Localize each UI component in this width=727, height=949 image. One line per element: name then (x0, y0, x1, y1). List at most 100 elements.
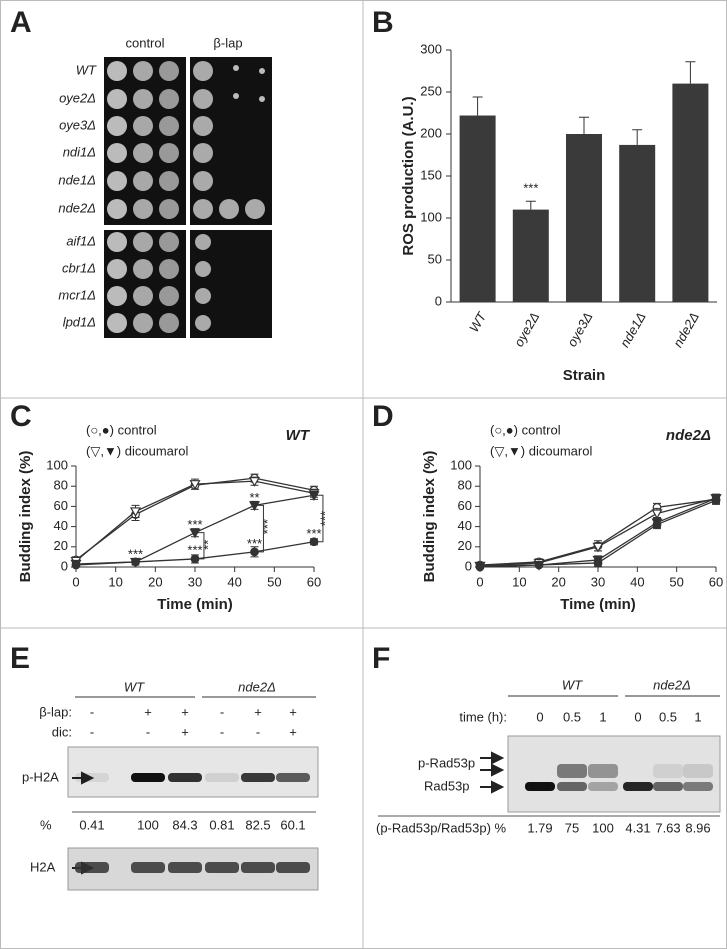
group-label: WT (124, 679, 145, 694)
quant-value: 100 (592, 820, 614, 835)
plate (190, 57, 272, 225)
point (189, 480, 201, 490)
colony-spot (133, 232, 153, 252)
x-tick-label: oye3Δ (564, 310, 595, 349)
quant-value: 82.5 (245, 817, 270, 832)
colony-spot (159, 232, 179, 252)
bar (672, 83, 709, 302)
y-tick-label: 60 (54, 498, 68, 513)
x-tick-label: 20 (148, 574, 162, 589)
x-tick-label: 30 (188, 574, 202, 589)
bar (512, 209, 549, 302)
bar (619, 144, 656, 302)
treatment-sign: + (289, 724, 297, 739)
strain-label: nde2Δ (58, 200, 96, 215)
annotation: *** (187, 517, 202, 532)
colony-spot (193, 199, 213, 219)
panel-label: A (10, 6, 32, 39)
colony-spot (107, 171, 127, 191)
colony-spot (133, 199, 153, 219)
quant-value: 1.79 (527, 820, 552, 835)
x-tick-label: 50 (669, 574, 683, 589)
x-tick-label: WT (466, 309, 490, 335)
colony-spot (159, 143, 179, 163)
quant-label: (p-Rad53p/Rad53p) % (376, 820, 507, 835)
point (71, 560, 81, 570)
annotation: ** (249, 490, 259, 505)
y-tick-label: 40 (458, 518, 472, 533)
strain-label: lpd1Δ (63, 314, 96, 329)
band-label: Rad53p (424, 778, 470, 793)
legend-entry: (○,●) control (490, 422, 561, 437)
colony-spot (219, 199, 239, 219)
point (534, 560, 544, 570)
colony-spot (159, 89, 179, 109)
blot (67, 746, 319, 798)
colony-spot (107, 89, 127, 109)
band (131, 773, 165, 782)
y-tick-label: 100 (420, 209, 442, 224)
colony-spot (159, 286, 179, 306)
band (653, 782, 683, 791)
annotation: ** (200, 540, 215, 550)
x-tick-label: 0 (72, 574, 79, 589)
treatment-sign: + (289, 704, 297, 719)
x-tick-label: 10 (512, 574, 526, 589)
x-tick-label: 30 (591, 574, 605, 589)
annotation: *** (306, 526, 321, 541)
quant-value: 60.1 (280, 817, 305, 832)
annotation: *** (523, 181, 538, 196)
band (623, 782, 653, 791)
band (205, 773, 239, 782)
band (557, 764, 587, 778)
y-tick-label: 100 (46, 457, 68, 472)
bar (566, 134, 602, 302)
band-label: H2A (30, 859, 56, 874)
column-label: control (125, 35, 164, 50)
panel-label: D (372, 400, 394, 433)
y-axis-title: Budding index (%) (17, 451, 34, 583)
colony-spot (107, 61, 127, 81)
chart-title: WT (286, 427, 311, 444)
band (525, 782, 555, 791)
error-bar (579, 116, 589, 134)
colony-spot (159, 61, 179, 81)
colony-spot (193, 89, 213, 109)
strain-label: aif1Δ (66, 233, 96, 248)
plate (104, 57, 186, 225)
treatment-sign: + (254, 704, 262, 719)
time-value: 1 (599, 709, 606, 724)
colony-spot (107, 199, 127, 219)
group-label: nde2Δ (238, 679, 276, 694)
y-tick-label: 150 (420, 167, 442, 182)
band (131, 862, 165, 873)
band (683, 782, 713, 791)
colony-spot (195, 261, 211, 277)
error-bar (685, 61, 696, 84)
colony-spot (107, 286, 127, 306)
y-tick-label: 100 (450, 457, 472, 472)
arrow (491, 763, 505, 777)
time-value: 1 (694, 709, 701, 724)
y-tick-label: 20 (458, 538, 472, 553)
quant-value: 100 (137, 817, 159, 832)
strain-label: ndi1Δ (63, 144, 96, 159)
y-tick-label: 0 (61, 558, 68, 573)
colony-spot (259, 96, 265, 102)
band (683, 764, 713, 778)
legend-entry: (▽,▼) dicoumarol (86, 443, 188, 458)
y-tick-label: 40 (54, 518, 68, 533)
colony-spot (107, 116, 127, 136)
point (189, 528, 201, 539)
treatment-sign: - (90, 704, 94, 719)
panel-label: B (372, 6, 394, 39)
strain-label: WT (76, 62, 97, 77)
band (653, 764, 683, 778)
time-label: time (h): (459, 709, 507, 724)
strain-label: nde1Δ (58, 172, 96, 187)
y-tick-label: 0 (435, 293, 442, 308)
annotation: *** (317, 511, 332, 526)
strain-label: oye3Δ (59, 117, 96, 132)
band (241, 862, 275, 873)
